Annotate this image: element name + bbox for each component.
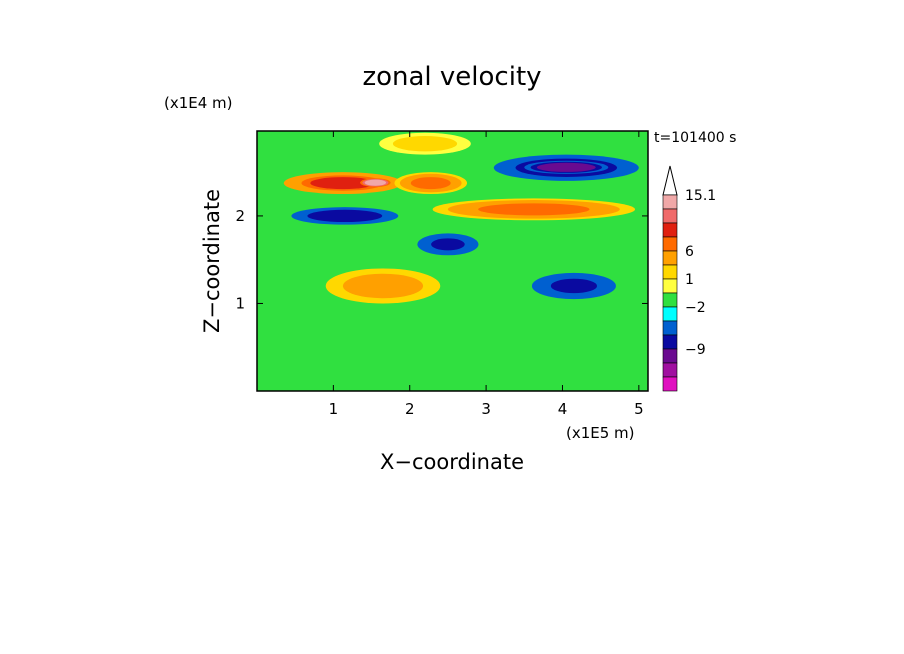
y-scale-label: (x1E4 m) [164, 94, 233, 112]
y-tick-label: 1 [235, 294, 245, 312]
x-axis-title: X−coordinate [380, 450, 524, 474]
time-label: t=101400 s [654, 130, 736, 146]
contour-region [366, 180, 384, 186]
contour-region [550, 278, 598, 294]
contour-region [315, 211, 375, 221]
colorbar-swatch [662, 208, 678, 224]
plot-frame [256, 130, 649, 392]
x-tick-label: 2 [405, 400, 415, 418]
contour-region [431, 238, 465, 251]
x-tick-label: 1 [329, 400, 339, 418]
colorbar-swatch [662, 236, 678, 252]
colorbar-swatch [662, 264, 678, 280]
colorbar-swatch [662, 292, 678, 308]
plot-area [256, 130, 649, 392]
x-axis: 1 2 3 4 5 [329, 131, 644, 418]
chart-title: zonal velocity [362, 62, 541, 92]
colorbar-swatch [662, 362, 678, 378]
y-axis-title: Z−coordinate [200, 189, 224, 333]
x-scale-label: (x1E5 m) [566, 424, 635, 442]
colorbar-label: −9 [685, 342, 706, 358]
y-axis: 12 [235, 207, 648, 312]
x-tick-label: 5 [634, 400, 644, 418]
colorbar-label: 1 [685, 272, 694, 288]
y-tick-label: 2 [235, 207, 245, 225]
colorbar-swatch [662, 278, 678, 294]
contour-region [478, 203, 590, 216]
colorbar-arrow [662, 165, 678, 196]
colorbar-swatch [662, 320, 678, 336]
colorbar-label: −2 [685, 300, 706, 316]
colorbar-swatch [662, 194, 678, 210]
colorbar-swatch [662, 250, 678, 266]
colorbar-swatch [662, 306, 678, 322]
contour-region [310, 177, 376, 190]
contour-region [399, 137, 451, 150]
colorbar-swatch [662, 376, 678, 392]
x-tick-label: 3 [481, 400, 491, 418]
contour-region [543, 163, 590, 171]
colorbar-label: 6 [685, 244, 694, 260]
contour-field [283, 132, 639, 304]
colorbar: 15.1 6 1 −2 −9 [662, 165, 716, 392]
contour-region [410, 177, 451, 190]
x-tick-label: 4 [558, 400, 568, 418]
colorbar-label: 15.1 [685, 188, 716, 204]
colorbar-swatch [662, 348, 678, 364]
colorbar-swatch [662, 334, 678, 350]
colorbar-swatch [662, 222, 678, 238]
contour-region [351, 276, 415, 296]
